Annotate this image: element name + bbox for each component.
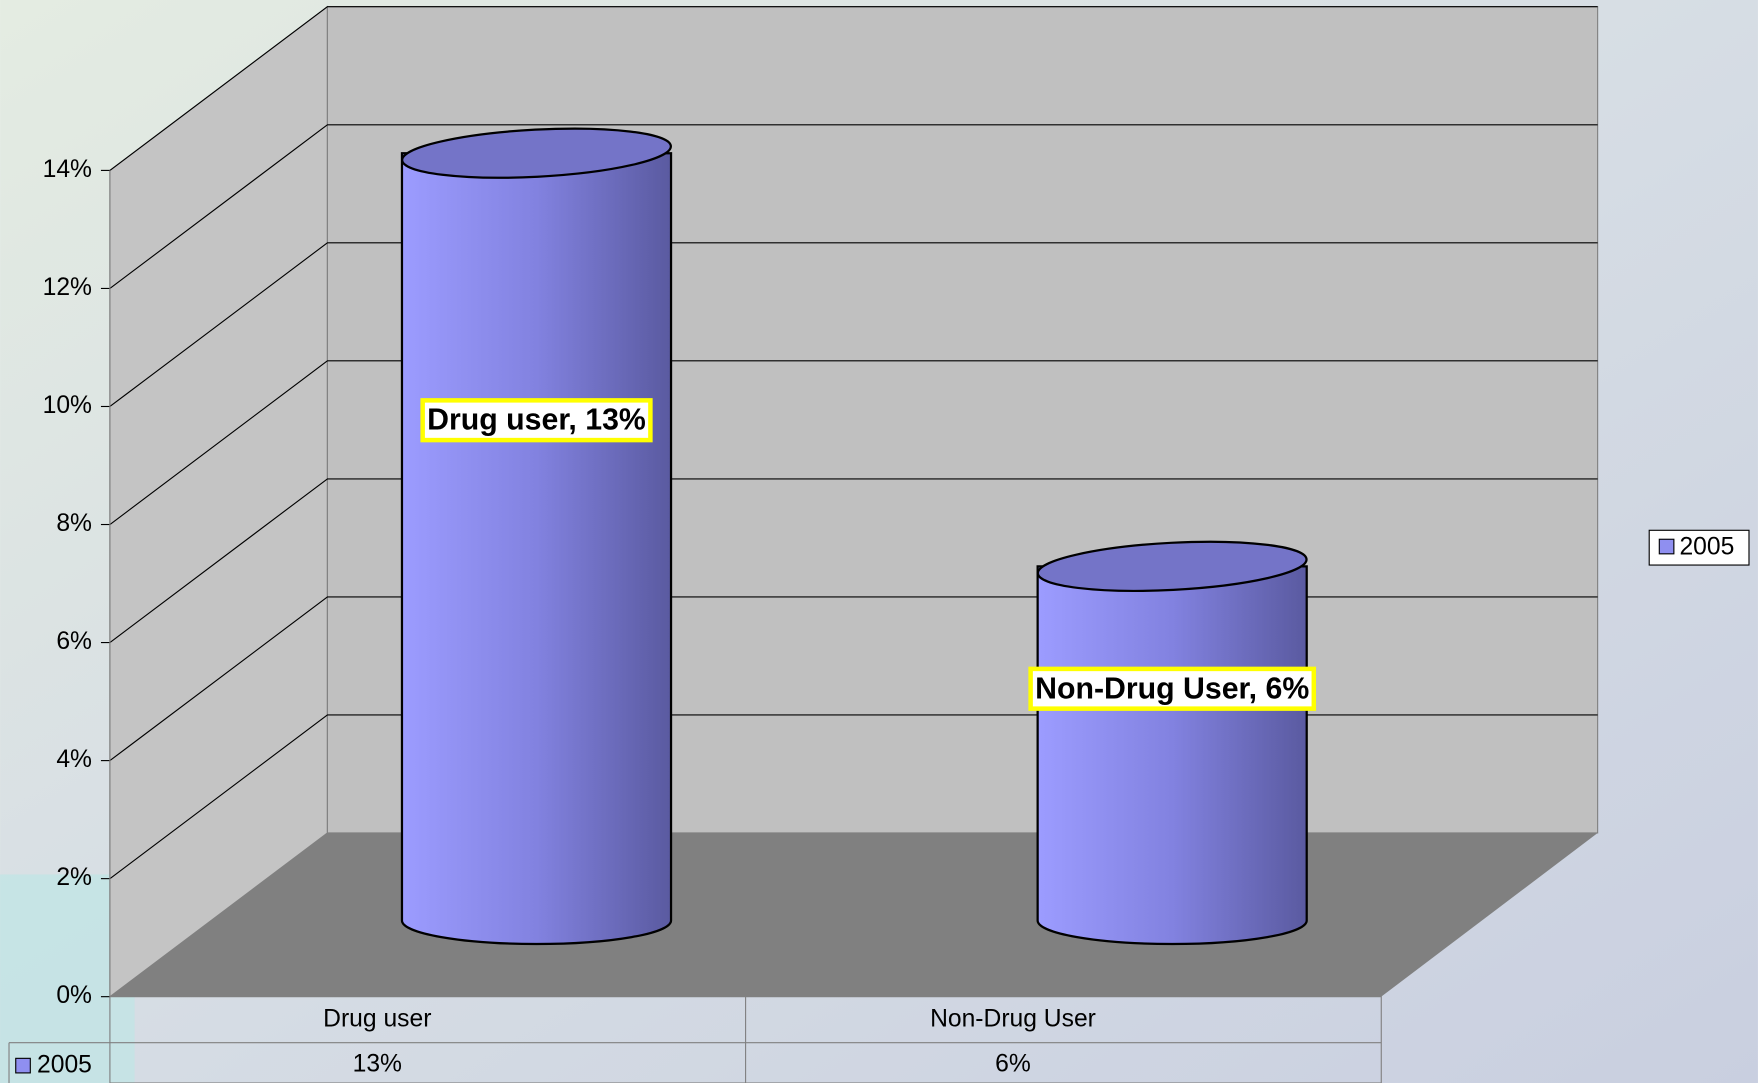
y-tick-label: 6% bbox=[56, 628, 92, 655]
grid-line bbox=[109, 360, 1598, 525]
y-tick-label: 2% bbox=[56, 864, 92, 891]
bar-body bbox=[400, 152, 673, 946]
y-tick-label: 4% bbox=[56, 746, 92, 773]
grid-line bbox=[109, 124, 1598, 289]
table-legend-key bbox=[15, 1057, 31, 1074]
data-label: Non-Drug User, 6% bbox=[1035, 672, 1309, 705]
data-label-box bbox=[1028, 666, 1317, 711]
floor bbox=[109, 832, 1598, 997]
grid-line bbox=[109, 6, 1598, 171]
x-tick-label: Drug user bbox=[323, 1006, 431, 1033]
bar bbox=[400, 127, 673, 946]
y-tick-label: 14% bbox=[43, 156, 92, 183]
grid-line bbox=[109, 478, 1598, 644]
y-tick-label: 8% bbox=[56, 510, 92, 537]
data-label-box bbox=[420, 398, 653, 443]
table-value: 6% bbox=[995, 1051, 1031, 1078]
bar-body bbox=[1036, 565, 1308, 946]
x-tick-label: Non-Drug User bbox=[930, 1006, 1096, 1033]
legend-label: 2005 bbox=[1679, 534, 1734, 561]
grid-line bbox=[109, 242, 1598, 407]
data-label: Drug user, 13% bbox=[427, 404, 646, 437]
legend-key bbox=[1658, 538, 1675, 555]
data-table: Drug user 13% Non-Drug User 6% 2005 bbox=[8, 996, 1382, 1083]
legend: 2005 bbox=[1648, 529, 1750, 566]
bar-top bbox=[401, 127, 672, 179]
y-tick-label: 12% bbox=[43, 274, 92, 301]
y-tick-label: 0% bbox=[56, 982, 92, 1009]
y-tick-label: 10% bbox=[43, 392, 92, 419]
bars: Drug user, 13% Non-Drug User, 6% bbox=[400, 127, 1317, 946]
table-series-label: 2005 bbox=[37, 1052, 92, 1079]
bar-top bbox=[1036, 540, 1308, 592]
side-wall bbox=[109, 5, 328, 998]
table-value: 13% bbox=[353, 1051, 402, 1078]
bar bbox=[1036, 540, 1308, 946]
